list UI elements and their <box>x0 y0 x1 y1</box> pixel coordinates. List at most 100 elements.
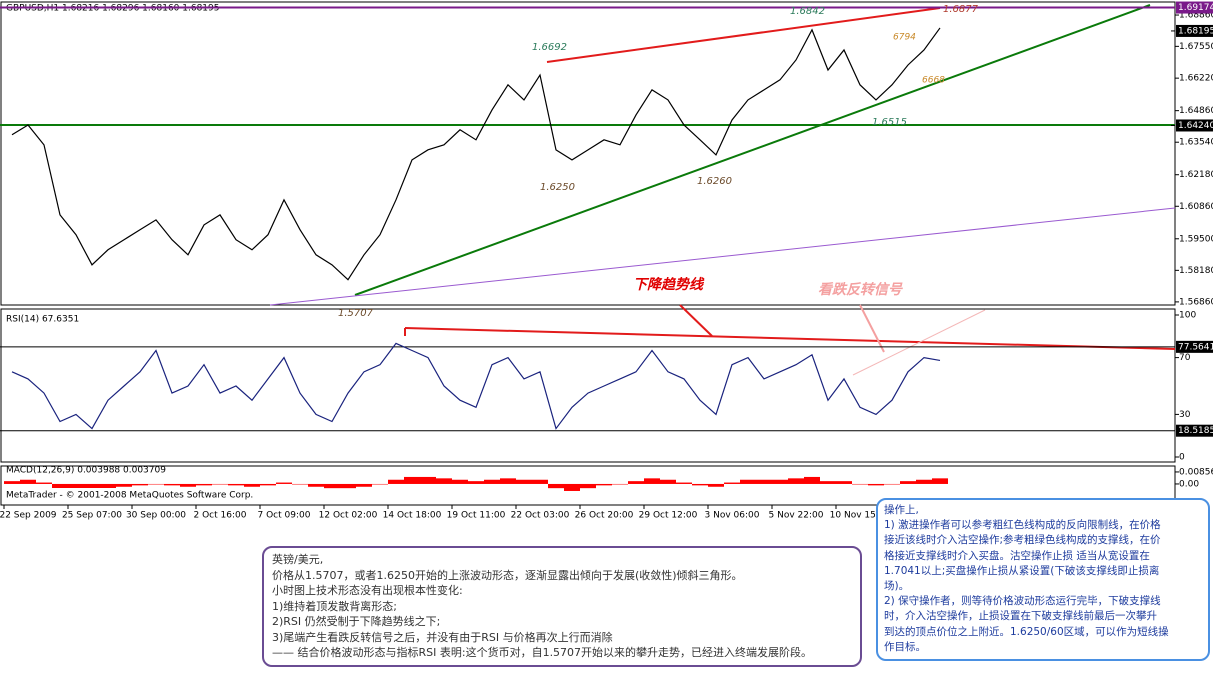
macd-bar <box>116 483 132 487</box>
x-tick-label: 7 Oct 09:00 <box>258 511 311 521</box>
resistance-line <box>546 7 941 63</box>
annotation: 6794 <box>893 33 916 43</box>
x-tick-label: 3 Nov 06:00 <box>705 511 760 521</box>
macd-bar <box>612 483 628 485</box>
macd-bar <box>84 483 100 490</box>
annotation: 1.5707 <box>338 308 374 319</box>
macd-bar <box>772 479 788 484</box>
macd-bar <box>4 481 20 484</box>
macd-bar <box>564 483 580 491</box>
annotation: 1.6692 <box>532 42 567 53</box>
macd-bar <box>692 483 708 486</box>
y-tick-label: 1.58180 <box>1179 266 1213 276</box>
macd-bar <box>436 478 452 484</box>
annotation: 6668 <box>922 76 945 86</box>
y-tick-label: 70 <box>1179 353 1191 363</box>
copyright: MetaTrader - © 2001-2008 MetaQuotes Soft… <box>6 491 253 501</box>
macd-bar <box>20 479 36 484</box>
macd-bar <box>548 483 564 489</box>
level-label: 1.64240 <box>1178 121 1213 131</box>
y-tick-label: 1.66220 <box>1179 74 1213 84</box>
macd-bar <box>724 482 740 484</box>
y-tick-label: 1.68860 <box>1179 11 1213 21</box>
x-tick-label: 14 Oct 18:00 <box>383 511 442 521</box>
macd-bar <box>884 483 900 485</box>
note-line: 1) 激进操作者可以参考粗红色线构成的反向限制线，在价格 <box>884 519 1161 532</box>
note-line: 1)维持着顶发散背离形态; <box>272 599 397 613</box>
macd-bar <box>372 483 388 485</box>
macd-bar <box>516 479 532 484</box>
annotation: 1.6877 <box>943 4 979 15</box>
rsi-downtrend <box>404 327 1176 350</box>
macd-bar <box>804 476 820 484</box>
series-line <box>11 27 941 281</box>
macd-bar <box>276 482 292 484</box>
level-label: 1.68195 <box>1178 26 1213 36</box>
note-line: 接近该线时介入沽空操作;参考粗绿色线构成的支撑线，在价 <box>884 534 1161 547</box>
macd-bar <box>532 479 548 484</box>
operation-note: 操作上, 1) 激进操作者可以参考粗红色线构成的反向限制线，在价格 接近该线时介入沽… <box>876 498 1210 661</box>
note-line: —— 结合价格波动形态与指标RSI 表明:这个货币对，自1.5707开始以来的攀… <box>272 646 813 659</box>
level-box <box>1176 340 1213 353</box>
y-tick-label: 1.62180 <box>1179 170 1213 180</box>
note-line: 场)。 <box>884 580 910 593</box>
annotation: 看跌反转信号 <box>818 281 903 298</box>
macd-bar <box>148 483 164 485</box>
macd-bar <box>52 483 68 489</box>
macd-bar <box>324 483 340 489</box>
level-label: 18.5185 <box>1178 426 1213 436</box>
y-tick-label: 0.00 <box>1179 479 1199 489</box>
level-box <box>1176 1 1213 14</box>
analysis-note: 英镑/美元, 价格从1.5707，或者1.6250开始的上涨波动形态，逐渐显露出倾… <box>262 546 862 667</box>
macd-bar <box>484 479 500 484</box>
arrow-pink <box>859 304 885 353</box>
annotation: 1.6515 <box>872 117 907 128</box>
y-tick-label: 30 <box>1179 410 1191 420</box>
macd-bar <box>500 478 516 484</box>
y-tick-label: 1.59500 <box>1179 234 1213 244</box>
note-line: 英镑/美元, <box>272 553 324 566</box>
macd-bar <box>820 481 836 484</box>
rsi-reversal-line <box>852 309 986 376</box>
y-tick-label: 1.60860 <box>1179 202 1213 212</box>
x-tick-label: 25 Sep 07:00 <box>62 511 122 521</box>
macd-bar <box>644 478 660 484</box>
macd-bar <box>132 483 148 486</box>
x-tick-label: 29 Oct 12:00 <box>639 511 698 521</box>
macd-bar <box>196 483 212 486</box>
x-tick-label: 22 Oct 03:00 <box>511 511 570 521</box>
series-line <box>11 342 941 430</box>
note-line: 2)RSI 仍然受制于下降趋势线之下; <box>272 615 441 628</box>
y-tick-label: 100 <box>1179 311 1196 321</box>
macd-bar <box>292 483 308 485</box>
macd-bar <box>756 479 772 484</box>
x-tick-label: 12 Oct 02:00 <box>319 511 378 521</box>
macd-bar <box>740 479 756 484</box>
support-trendline <box>354 4 1151 296</box>
note-line: 操作上, <box>884 504 919 516</box>
copyright-bg <box>3 488 248 501</box>
macd-bar <box>308 483 324 487</box>
macd-bar <box>452 479 468 484</box>
macd-bar <box>836 481 852 484</box>
note-line: 小时图上技术形态没有出现根本性变化: <box>272 584 463 597</box>
y-tick-label: 1.63540 <box>1179 138 1213 148</box>
note-line: 作目标。 <box>884 640 926 653</box>
annotation: 1.6842 <box>790 6 825 17</box>
macd-bar <box>340 483 356 489</box>
price-panel <box>0 1 1176 306</box>
x-tick-label: 26 Oct 20:00 <box>575 511 634 521</box>
x-tick-label: 19 Oct 11:00 <box>447 511 506 521</box>
macd-bar <box>180 483 196 487</box>
level-label: 1.69174 <box>1178 3 1213 13</box>
panel-title: RSI(14) 67.6351 <box>6 315 79 325</box>
level-box <box>1176 119 1213 132</box>
macd-bar <box>676 482 692 484</box>
y-tick-label: 1.67550 <box>1179 42 1213 52</box>
x-tick-label: 22 Sep 2009 <box>0 511 57 521</box>
y-tick-label: 1.64860 <box>1179 106 1213 116</box>
panel-title: MACD(12,26,9) 0.003988 0.003709 <box>6 466 166 476</box>
note-line: 2) 保守操作者，则等待价格波动形态运行完毕，下破支撑线 <box>884 595 1161 608</box>
y-tick-label: 0 <box>1179 453 1185 463</box>
x-tick-label: 2 Oct 16:00 <box>194 511 247 521</box>
